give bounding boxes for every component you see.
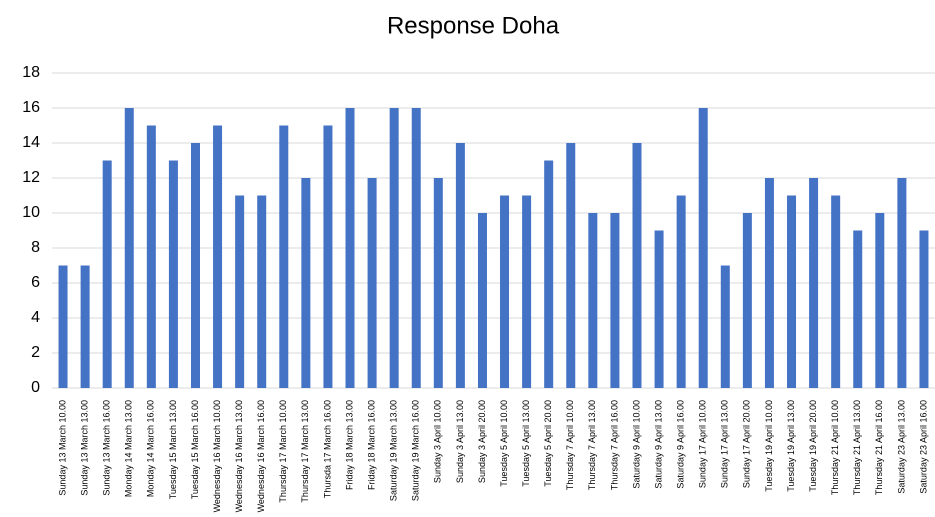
chart-title: Response Doha (387, 12, 560, 39)
y-tick-label: 8 (31, 239, 40, 256)
bar (632, 143, 642, 388)
x-tick-label: Sunday 13 March 16.00 (102, 400, 112, 496)
bar (566, 143, 576, 388)
bar (831, 195, 841, 388)
y-tick-label: 6 (31, 274, 40, 291)
bar (345, 108, 355, 388)
bar (58, 265, 68, 388)
bar (190, 143, 200, 388)
bar (367, 178, 377, 388)
x-tick-label: Thursday 17 March 13.00 (300, 400, 310, 503)
x-tick-label: Thursday 7 April 13.00 (587, 400, 597, 490)
x-tick-label: Saturday 9 April 10.00 (631, 400, 641, 489)
x-tick-label: Sunday 13 March 10.00 (57, 400, 67, 496)
bar (522, 195, 532, 388)
x-tick-label: Wednesday 16 March 16.00 (256, 400, 266, 512)
x-tick-label: Sunday 13 March 13.00 (79, 400, 89, 496)
x-tick-label: Thursday 21 April 16.00 (874, 400, 884, 495)
y-tick-label: 18 (22, 64, 40, 81)
x-tick-label: Monday 14 March 16.00 (146, 400, 156, 497)
bar (500, 195, 510, 388)
bar (720, 265, 730, 388)
x-tick-label: Tuesday 5 April 20.00 (543, 400, 553, 487)
y-tick-label: 10 (22, 204, 40, 221)
x-tick-label: Thursday 7 April 10.00 (565, 400, 575, 490)
x-tick-label: Thursday 21 April 10.00 (830, 400, 840, 495)
bar (809, 178, 819, 388)
bar (257, 195, 267, 388)
bar (411, 108, 421, 388)
x-tick-label: Tuesday 15 March 13.00 (168, 400, 178, 499)
bar (124, 108, 134, 388)
bar (654, 230, 664, 388)
bar (764, 178, 774, 388)
bar (853, 230, 863, 388)
y-tick-label: 16 (22, 99, 40, 116)
bar (146, 125, 156, 388)
x-tick-label: Wednesday 16 March 10.00 (212, 400, 222, 512)
bar (389, 108, 399, 388)
bar (455, 143, 465, 388)
x-tick-label: Sunday 3 April 13.00 (455, 400, 465, 483)
x-tick-label: Sunday 3 April 10.00 (433, 400, 443, 483)
bar (279, 125, 289, 388)
bar (544, 160, 554, 388)
bar (235, 195, 245, 388)
x-tick-label: Sunday 17 April 13.00 (720, 400, 730, 488)
x-tick-label: Monday 14 March 13.00 (124, 400, 134, 497)
bar (897, 178, 907, 388)
x-tick-label: Thursday 17 March 10.00 (278, 400, 288, 503)
x-tick-label: Saturday 19 March 13.00 (389, 400, 399, 501)
y-tick-label: 14 (22, 134, 40, 151)
bar (676, 195, 686, 388)
y-tick-label: 4 (31, 309, 40, 326)
x-tick-label: Tuesday 5 April 13.00 (521, 400, 531, 487)
bar (787, 195, 797, 388)
bar (102, 160, 112, 388)
bar (301, 178, 311, 388)
y-tick-label: 12 (22, 169, 40, 186)
bar (433, 178, 443, 388)
bar (919, 230, 929, 388)
bar (477, 213, 487, 388)
bar (168, 160, 178, 388)
x-tick-label: Saturday 23 April 16.00 (918, 400, 928, 494)
x-tick-label: Saturday 9 April 13.00 (653, 400, 663, 489)
x-tick-label: Tuesday 5 April 10.00 (499, 400, 509, 487)
x-tick-label: Thursday 7 April 16.00 (609, 400, 619, 490)
x-tick-label: Tuesday 19 April 10.00 (764, 400, 774, 492)
x-tick-label: Tuesday 19 April 20.00 (808, 400, 818, 492)
x-tick-label: Thursda 17 March 16.00 (322, 400, 332, 498)
x-tick-label: Wednesday 16 March 13.00 (234, 400, 244, 512)
x-tick-label: Saturday 23 April 13.00 (896, 400, 906, 494)
x-tick-label: Tuesday 19 April 13.00 (786, 400, 796, 492)
x-tick-label: Sunday 17 April 10.00 (698, 400, 708, 488)
x-tick-label: Tuesday 15 March 16.00 (190, 400, 200, 499)
bar (610, 213, 620, 388)
x-tick-label: Sunday 3 April 20.00 (477, 400, 487, 483)
x-tick-label: Friday 18 March 16.00 (366, 400, 376, 490)
bar (213, 125, 223, 388)
bar (875, 213, 885, 388)
bar (588, 213, 598, 388)
x-tick-label: Saturday 19 March 16.00 (411, 400, 421, 501)
bar (742, 213, 752, 388)
x-tick-label: Sunday 17 April 20.00 (742, 400, 752, 488)
y-tick-label: 2 (31, 344, 40, 361)
y-tick-label: 0 (31, 379, 40, 396)
bar (698, 108, 708, 388)
bar (80, 265, 90, 388)
x-tick-label: Friday 18 March 13.00 (344, 400, 354, 490)
bar (323, 125, 333, 388)
x-tick-label: Saturday 9 April 16.00 (676, 400, 686, 489)
x-tick-label: Thursday 21 April 13.00 (852, 400, 862, 495)
